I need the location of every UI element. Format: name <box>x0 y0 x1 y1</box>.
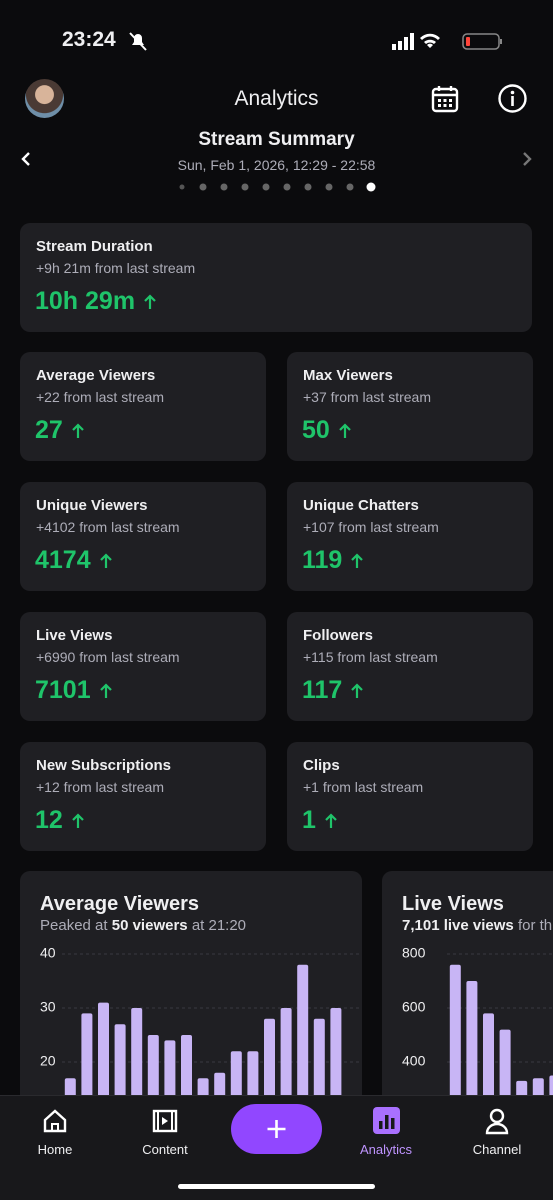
avatar[interactable] <box>25 79 64 118</box>
page-title: Analytics <box>234 87 319 110</box>
stat-number: 119 <box>302 546 343 574</box>
stat-card: New Subscriptions +12 from last stream 12 <box>20 742 266 851</box>
up-arrow <box>99 552 112 568</box>
home-indicator <box>178 1184 375 1189</box>
up-arrow <box>351 552 364 568</box>
stat-change: +9h 21m from last stream <box>36 260 196 276</box>
stat-number: 7101 <box>35 676 91 704</box>
stat-value: 119 <box>302 546 364 575</box>
status-time: 23:24 <box>62 28 116 51</box>
stat-number: 1 <box>302 806 316 834</box>
stat-number: 10h 29m <box>35 287 136 315</box>
channel-icon[interactable] <box>484 1107 510 1135</box>
info-button[interactable] <box>497 83 528 114</box>
stat-card: Stream Duration +9h 21m from last stream 1… <box>20 223 532 332</box>
prev-button[interactable] <box>18 150 34 168</box>
subtitle-text: Peaked at <box>40 917 108 934</box>
stat-change: +22 from last stream <box>36 389 164 405</box>
stat-label: Unique Chatters <box>303 497 419 514</box>
up-arrow <box>325 812 337 828</box>
stat-card: Clips +1 from last stream 1 <box>287 742 533 851</box>
subtitle-bold: 50 viewers <box>111 917 188 934</box>
page-dots <box>179 182 376 192</box>
stat-label: New Subscriptions <box>36 757 172 774</box>
stat-card: Unique Viewers +4102 from last stream 4174 <box>20 482 266 591</box>
stat-value: 7101 <box>35 676 113 705</box>
stat-card: Live Views +6990 from last stream 7101 <box>20 612 266 721</box>
chart-subtitle: Peaked at 50 viewers at 21:20 <box>40 917 246 934</box>
stat-label: Max Viewers <box>303 367 393 384</box>
subtitle-bold: 7,101 live views <box>402 917 514 934</box>
up-arrow <box>351 682 364 698</box>
stat-change: +1 from last stream <box>303 779 424 795</box>
chart-subtitle: 7,101 live views for th <box>402 917 552 934</box>
analytics-icon[interactable] <box>373 1107 400 1134</box>
status-icons <box>392 33 502 50</box>
up-arrow <box>99 682 112 698</box>
stat-number: 4174 <box>35 546 91 574</box>
y-tick-label: 400 <box>402 1053 426 1069</box>
stat-change: +6990 from last stream <box>36 649 180 665</box>
stat-label: Live Views <box>36 627 113 644</box>
home-icon[interactable] <box>42 1108 68 1134</box>
stat-number: 12 <box>35 806 63 834</box>
stat-number: 27 <box>35 416 63 444</box>
nav-label[interactable]: Channel <box>472 1142 522 1157</box>
chart-title: Average Viewers <box>40 893 199 915</box>
up-arrow <box>339 422 351 438</box>
stat-change: +12 from last stream <box>36 779 164 795</box>
stat-value: 1 <box>302 806 338 835</box>
next-button[interactable] <box>519 150 535 168</box>
summary-title: Stream Summary <box>198 129 355 150</box>
stat-change: +107 from last stream <box>303 519 439 535</box>
stat-change: +37 from last stream <box>303 389 431 405</box>
stat-value: 50 <box>302 416 352 445</box>
nav-label[interactable]: Home <box>37 1142 73 1157</box>
stat-change: +4102 from last stream <box>36 519 180 535</box>
tab-bar: Home Content Analytics Channel <box>0 1095 553 1200</box>
subtitle-text: at 21:20 <box>191 917 247 934</box>
create-button[interactable] <box>231 1104 322 1154</box>
stat-label: Unique Viewers <box>36 497 148 514</box>
y-tick-label: 20 <box>40 1053 56 1069</box>
content-icon[interactable] <box>151 1108 179 1134</box>
y-tick-label: 600 <box>402 999 426 1015</box>
stat-value: 10h 29m <box>35 287 157 316</box>
nav-label[interactable]: Analytics <box>359 1142 413 1157</box>
summary-date: Sun, Feb 1, 2026, 12:29 - 22:58 <box>177 157 376 173</box>
stat-value: 27 <box>35 416 85 445</box>
up-arrow <box>72 812 84 828</box>
stat-card: Average Viewers +22 from last stream 27 <box>20 352 266 461</box>
stat-label: Clips <box>303 757 340 774</box>
y-tick-label: 800 <box>402 945 426 961</box>
y-tick-label: 40 <box>40 945 56 961</box>
stat-value: 4174 <box>35 546 113 575</box>
stat-number: 117 <box>302 676 343 704</box>
stat-number: 50 <box>302 416 330 444</box>
stat-card: Unique Chatters +107 from last stream 119 <box>287 482 533 591</box>
stat-label: Followers <box>303 627 374 644</box>
up-arrow <box>72 422 84 438</box>
calendar-button[interactable] <box>430 84 460 114</box>
up-arrow <box>144 293 156 309</box>
stat-value: 12 <box>35 806 85 835</box>
stat-card: Followers +115 from last stream 117 <box>287 612 533 721</box>
stat-label: Average Viewers <box>36 367 156 384</box>
stat-card: Max Viewers +37 from last stream 50 <box>287 352 533 461</box>
stat-change: +115 from last stream <box>303 649 438 665</box>
stat-label: Stream Duration <box>36 238 153 255</box>
nav-label[interactable]: Content <box>142 1142 188 1157</box>
mute-icon <box>129 32 147 51</box>
subtitle-text: for th <box>517 917 553 934</box>
y-tick-label: 30 <box>40 999 56 1015</box>
stat-value: 117 <box>302 676 364 705</box>
chart-title: Live Views <box>402 893 504 915</box>
